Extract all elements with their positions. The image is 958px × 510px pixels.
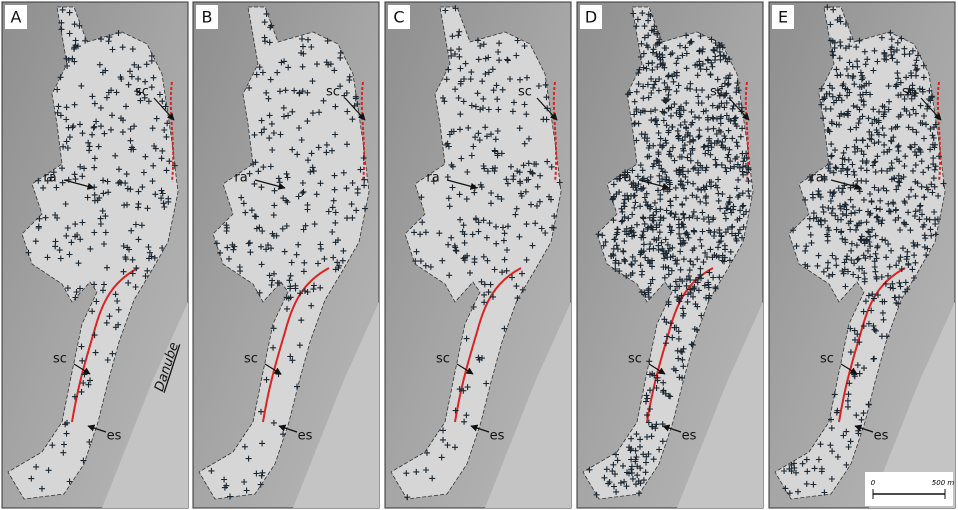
annotation: sc — [326, 85, 340, 100]
annotation: sc — [53, 352, 67, 367]
annotation: ra — [618, 171, 631, 186]
annotation: sc — [518, 85, 532, 100]
map-panel: Csc ra sc es — [385, 2, 571, 508]
panel-label: E — [778, 8, 788, 27]
scale-start: 0 — [871, 479, 876, 487]
annotation: es — [298, 429, 313, 444]
annotation: es — [490, 429, 505, 444]
panel-label: C — [393, 8, 404, 27]
annotation: es — [107, 429, 122, 444]
annotation: sc — [710, 85, 724, 100]
annotation: sc — [628, 352, 642, 367]
annotation: sc — [135, 85, 149, 100]
figure: AscrascesDanubeBscrascesCscrascesDscrasc… — [0, 0, 958, 510]
annotation: ra — [426, 171, 439, 186]
map-panel: Dsc ra sc es — [577, 2, 763, 508]
annotation: es — [874, 429, 889, 444]
panel-label: B — [202, 8, 213, 27]
scale-box — [865, 472, 953, 506]
annotation: ra — [810, 171, 823, 186]
panel-label: D — [585, 8, 597, 27]
map-panel: Bsc ra sc es — [193, 2, 379, 508]
annotation: ra — [43, 171, 56, 186]
panel-label: A — [11, 8, 22, 27]
annotation: ra — [234, 171, 247, 186]
annotation: sc — [902, 85, 916, 100]
annotation: sc — [820, 352, 834, 367]
scale-end: 500 m — [932, 479, 955, 487]
annotation: sc — [244, 352, 258, 367]
annotation: sc — [436, 352, 450, 367]
map-panel: Esc ra sc es 0 500 m — [769, 2, 955, 508]
annotation: es — [682, 429, 697, 444]
